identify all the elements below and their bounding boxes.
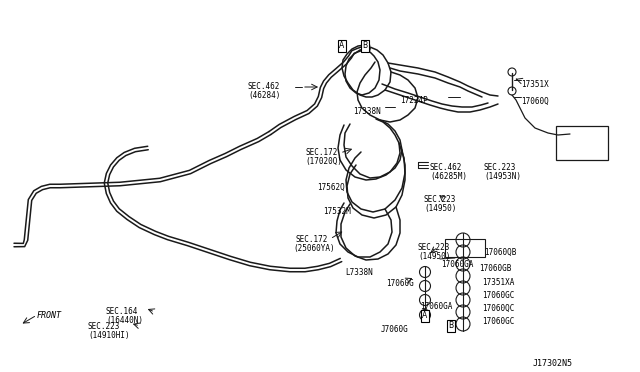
Text: 17060GC: 17060GC — [482, 291, 515, 300]
Text: FRONT: FRONT — [37, 311, 62, 320]
Text: J7060G: J7060G — [381, 325, 409, 334]
Text: 17224P: 17224P — [400, 96, 428, 105]
Text: SEC.164: SEC.164 — [106, 307, 138, 316]
Text: (17020Q): (17020Q) — [305, 157, 342, 166]
Text: 17060G: 17060G — [386, 279, 413, 288]
Text: (14953N): (14953N) — [484, 172, 521, 181]
Text: L7338N: L7338N — [345, 268, 372, 277]
Text: 17562Q: 17562Q — [317, 183, 345, 192]
Text: 17351X: 17351X — [521, 80, 548, 89]
Text: SEC.223: SEC.223 — [424, 195, 456, 204]
Text: SEC.462: SEC.462 — [430, 163, 462, 172]
Text: (14950): (14950) — [424, 204, 456, 213]
Text: SEC.223: SEC.223 — [88, 322, 120, 331]
Text: SEC.223: SEC.223 — [418, 243, 451, 252]
Text: 17060GC: 17060GC — [482, 317, 515, 326]
Text: A: A — [339, 42, 344, 51]
Text: B: B — [362, 42, 367, 51]
Text: 17060Q: 17060Q — [521, 97, 548, 106]
Text: (46285M): (46285M) — [430, 172, 467, 181]
Bar — [556, 126, 608, 160]
Text: A: A — [422, 311, 428, 321]
Text: 17060GA: 17060GA — [420, 302, 452, 311]
Text: (14950): (14950) — [418, 252, 451, 261]
Text: SEC.172: SEC.172 — [305, 148, 337, 157]
Text: J17302N5: J17302N5 — [533, 359, 573, 368]
Text: (25060YA): (25060YA) — [293, 244, 335, 253]
Text: 17060GA: 17060GA — [441, 260, 474, 269]
Text: SEC.223: SEC.223 — [484, 163, 516, 172]
Text: 17060QB: 17060QB — [484, 248, 516, 257]
Text: SEC.172: SEC.172 — [295, 235, 328, 244]
Text: 17351XA: 17351XA — [482, 278, 515, 287]
Text: 17532M: 17532M — [323, 207, 351, 216]
Text: 17060GB: 17060GB — [479, 264, 511, 273]
Text: (16440N): (16440N) — [106, 316, 143, 325]
Text: 17338N: 17338N — [353, 107, 381, 116]
Text: (14910HI): (14910HI) — [88, 331, 130, 340]
Text: B: B — [449, 321, 454, 330]
Text: (46284): (46284) — [248, 91, 280, 100]
Text: 17060QC: 17060QC — [482, 304, 515, 313]
Text: SEC.462: SEC.462 — [248, 82, 280, 91]
